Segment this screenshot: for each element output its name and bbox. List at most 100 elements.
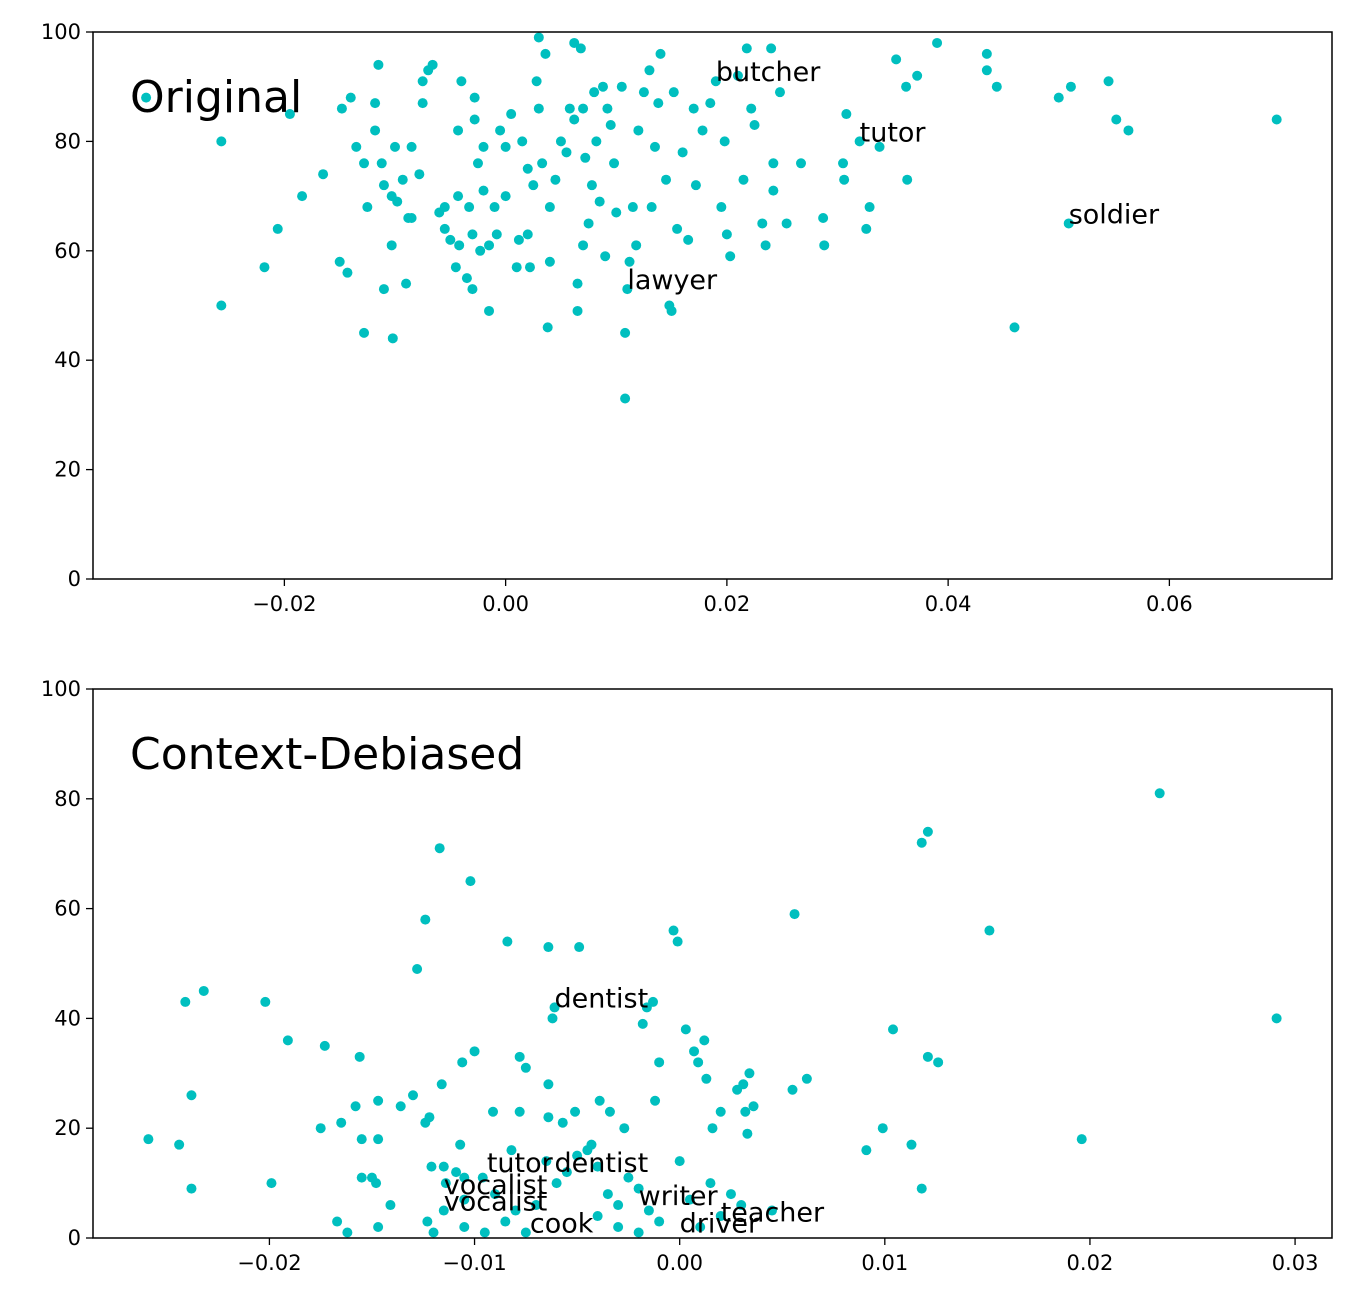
point — [661, 174, 672, 185]
point — [524, 262, 535, 273]
point — [841, 109, 852, 120]
point — [774, 87, 785, 98]
point — [631, 240, 642, 251]
point — [569, 114, 580, 125]
point — [561, 147, 572, 158]
point — [1063, 218, 1074, 229]
point — [650, 1095, 661, 1106]
point — [922, 1051, 933, 1062]
point — [715, 1211, 726, 1222]
point — [583, 218, 594, 229]
point — [725, 251, 736, 262]
point — [721, 229, 732, 240]
point — [693, 1057, 704, 1068]
point — [547, 1013, 558, 1024]
point — [395, 1101, 406, 1112]
point — [602, 1189, 613, 1200]
point — [741, 43, 752, 54]
point — [715, 1106, 726, 1117]
x-tick-label: 0.04 — [925, 592, 972, 616]
point — [746, 103, 757, 114]
point — [609, 158, 620, 169]
point — [649, 141, 660, 152]
point — [336, 1117, 347, 1128]
point — [592, 1211, 603, 1222]
point — [469, 114, 480, 125]
point — [674, 1156, 685, 1167]
point — [406, 141, 417, 152]
point — [216, 136, 227, 147]
subplot: −0.02 0.00 0.02 0.04 0.06 0 20 40 60 80 100 Origina… — [41, 20, 1333, 616]
y-tick-label: 0 — [68, 1226, 81, 1250]
point — [373, 59, 384, 70]
axes-frame — [92, 31, 1333, 580]
point — [143, 1134, 154, 1145]
point — [180, 996, 191, 1007]
point — [594, 196, 605, 207]
point — [557, 1117, 568, 1128]
panel-label: Original — [130, 72, 302, 123]
point-annotation: tutor — [487, 1148, 554, 1179]
point — [644, 65, 655, 76]
point — [543, 942, 554, 953]
point — [922, 826, 933, 837]
point — [874, 141, 885, 152]
point — [370, 125, 381, 136]
point — [861, 223, 872, 234]
point — [613, 1200, 624, 1211]
point — [467, 229, 478, 240]
y-tick-label: 60 — [54, 897, 81, 921]
point — [582, 1145, 593, 1156]
point — [345, 92, 356, 103]
point — [787, 1084, 798, 1095]
point — [445, 234, 456, 245]
point — [520, 1227, 531, 1238]
point — [749, 119, 760, 130]
point — [710, 76, 721, 87]
point — [541, 1156, 552, 1167]
point — [902, 174, 913, 185]
point — [1154, 788, 1165, 799]
y-tick-label: 60 — [54, 239, 81, 263]
point — [570, 1106, 581, 1117]
point — [551, 1178, 562, 1189]
point — [502, 936, 513, 947]
point — [354, 1051, 365, 1062]
point — [531, 1200, 542, 1211]
point — [392, 196, 403, 207]
point — [594, 1095, 605, 1106]
point — [350, 1101, 361, 1112]
point — [1123, 125, 1134, 136]
point — [459, 1194, 470, 1205]
x-tick-label: 0.02 — [703, 592, 750, 616]
point — [666, 305, 677, 316]
point-annotation: teacher — [721, 1198, 825, 1229]
point — [478, 185, 489, 196]
point — [362, 202, 373, 213]
point — [619, 1123, 630, 1134]
point — [705, 98, 716, 109]
subplot: −0.02 −0.01 0.00 0.01 0.02 0.03 0 20 40 60 80 100 Co… — [41, 677, 1333, 1275]
point — [616, 81, 627, 92]
point — [359, 327, 370, 338]
point — [373, 1134, 384, 1145]
point — [426, 1161, 437, 1172]
point — [390, 141, 401, 152]
point — [854, 136, 865, 147]
point — [438, 1161, 449, 1172]
point — [319, 1040, 330, 1051]
point — [838, 158, 849, 169]
point — [540, 48, 551, 59]
point — [453, 191, 464, 202]
point — [457, 1057, 468, 1068]
point — [356, 1134, 367, 1145]
point — [439, 202, 450, 213]
point — [550, 174, 561, 185]
point — [891, 54, 902, 65]
point — [359, 158, 370, 169]
point — [699, 1035, 710, 1046]
point-annotation: soldier — [1069, 199, 1160, 230]
point — [266, 1178, 277, 1189]
x-tick-label: −0.02 — [237, 1251, 301, 1275]
point — [469, 1046, 480, 1057]
